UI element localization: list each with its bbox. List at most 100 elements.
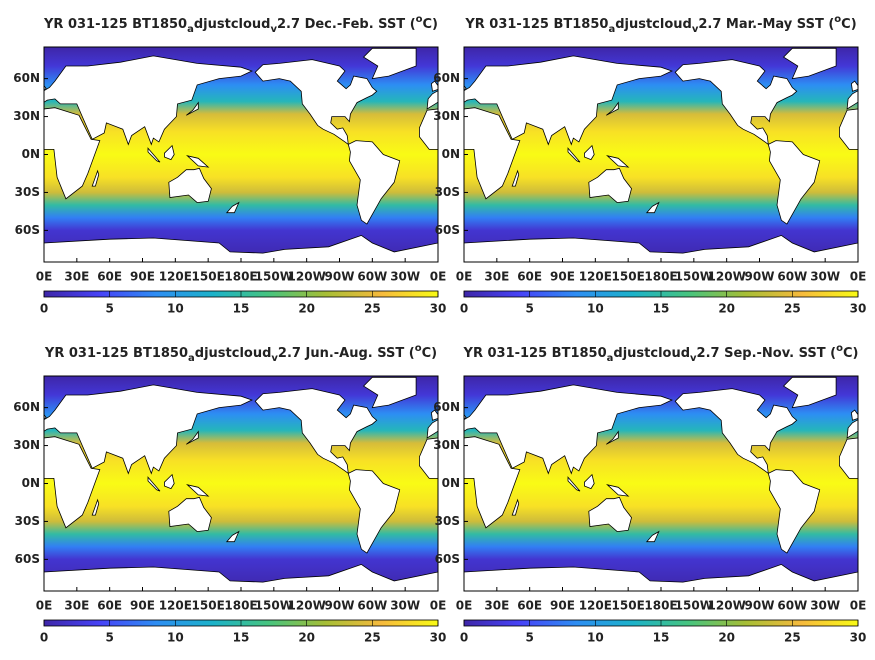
x-tick-label: 30W <box>390 270 420 284</box>
x-tick-label: 120E <box>159 270 192 284</box>
y-tick-label: 30N <box>13 109 40 123</box>
colorbar-tick-label: 30 <box>430 302 447 316</box>
title-part: o <box>416 14 423 25</box>
continent <box>362 47 417 80</box>
continent <box>426 419 438 439</box>
continent <box>91 169 100 187</box>
y-tick-label: 60N <box>433 400 460 414</box>
x-tick-label: 120W <box>708 270 746 284</box>
continent <box>567 147 581 163</box>
x-tick-label: 90E <box>550 270 575 284</box>
title-part: 2.7 Sep.-Nov. SST ( <box>697 346 837 361</box>
land <box>44 376 438 591</box>
continent <box>464 84 467 90</box>
continent <box>674 59 798 146</box>
colorbar-tick-label: 0 <box>40 302 48 316</box>
x-tick-label: 60W <box>357 270 387 284</box>
title-part: a <box>188 353 195 364</box>
x-tick-label: 30W <box>810 270 840 284</box>
title-part: YR 031-125 BT1850 <box>43 17 187 32</box>
y-tick-label: 60N <box>13 71 40 85</box>
continent <box>464 436 521 529</box>
y-tick-label: 30N <box>433 109 460 123</box>
title-part: v <box>692 24 699 35</box>
x-tick-label: 180E <box>644 270 677 284</box>
continent <box>362 376 417 409</box>
title-part: 2.7 Jun.-Aug. SST ( <box>278 346 415 361</box>
colorbar-tick-label: 15 <box>233 302 250 316</box>
colorbar-tick-label: 20 <box>718 302 735 316</box>
colorbar-tick-label: 0 <box>460 631 468 645</box>
x-tick-label: 120W <box>708 599 746 613</box>
x-tick-label: 150E <box>192 270 225 284</box>
continent <box>186 484 210 497</box>
title-part: djustcloud <box>613 346 690 361</box>
continent <box>464 234 858 262</box>
colorbar-tick-label: 10 <box>167 302 184 316</box>
x-tick-label: 60E <box>97 270 122 284</box>
y-tick-label: 60S <box>435 552 460 566</box>
colorbar-tick-label: 30 <box>850 302 867 316</box>
continent <box>464 55 673 146</box>
continent <box>44 234 438 262</box>
x-tick-label: 90W <box>325 270 355 284</box>
x-tick-label: 90W <box>745 599 775 613</box>
x-tick-label: 90W <box>325 599 355 613</box>
continent <box>147 476 161 492</box>
panel: YR 031-125 BT1850adjustcloudv2.7 Sep.-No… <box>433 343 866 645</box>
y-tick-label: 0N <box>22 147 40 161</box>
title-part: o <box>834 14 841 25</box>
continent <box>606 484 630 497</box>
x-tick-label: 90E <box>130 599 155 613</box>
x-tick-label: 120E <box>579 599 612 613</box>
continent <box>91 498 100 516</box>
continent <box>606 430 619 445</box>
x-tick-label: 60E <box>97 599 122 613</box>
x-tick-label: 150E <box>612 599 645 613</box>
x-tick-label: 180E <box>224 270 257 284</box>
title-part: YR 031-125 BT1850 <box>463 346 607 361</box>
x-tick-label: 150W <box>675 599 713 613</box>
continent <box>426 90 438 110</box>
x-tick-label: 180E <box>224 599 257 613</box>
panel-title: YR 031-125 BT1850adjustcloudv2.7 Dec.-Fe… <box>43 14 438 35</box>
title-part: YR 031-125 BT1850 <box>464 17 608 32</box>
continent <box>674 388 798 475</box>
continent <box>347 469 401 554</box>
continent <box>347 140 401 225</box>
colorbar-tick-label: 25 <box>784 302 801 316</box>
continent <box>584 473 595 490</box>
colorbar-tick-label: 25 <box>784 631 801 645</box>
title-part: a <box>607 353 614 364</box>
panel: YR 031-125 BT1850adjustcloudv2.7 Jun.-Au… <box>13 343 446 645</box>
y-tick-label: 30S <box>15 185 40 199</box>
x-tick-label: 30W <box>810 599 840 613</box>
continent <box>850 409 858 421</box>
title-part: o <box>836 343 843 354</box>
colorbar-tick-label: 25 <box>364 302 381 316</box>
continent <box>147 147 161 163</box>
title-part: djustcloud <box>615 17 692 32</box>
colorbar-tick-label: 20 <box>718 631 735 645</box>
x-tick-label: 60E <box>517 599 542 613</box>
continent <box>839 437 858 479</box>
colorbar-tick-label: 0 <box>460 302 468 316</box>
continent <box>588 496 632 533</box>
continent <box>511 498 520 516</box>
x-tick-label: 90E <box>550 599 575 613</box>
x-tick-label: 150W <box>255 270 293 284</box>
colorbar-tick-label: 5 <box>105 631 113 645</box>
continent <box>44 55 253 146</box>
continent <box>225 530 240 543</box>
x-tick-label: 120W <box>288 599 326 613</box>
title-part: 2.7 Mar.-May SST ( <box>698 17 834 32</box>
panel: YR 031-125 BT1850adjustcloudv2.7 Mar.-Ma… <box>433 14 867 316</box>
title-part: djustcloud <box>195 346 272 361</box>
y-tick-label: 0N <box>22 476 40 490</box>
continent <box>464 563 858 591</box>
y-tick-label: 60S <box>435 223 460 237</box>
continent <box>584 144 595 161</box>
colorbar-tick-label: 15 <box>233 631 250 645</box>
x-tick-label: 60W <box>357 599 387 613</box>
